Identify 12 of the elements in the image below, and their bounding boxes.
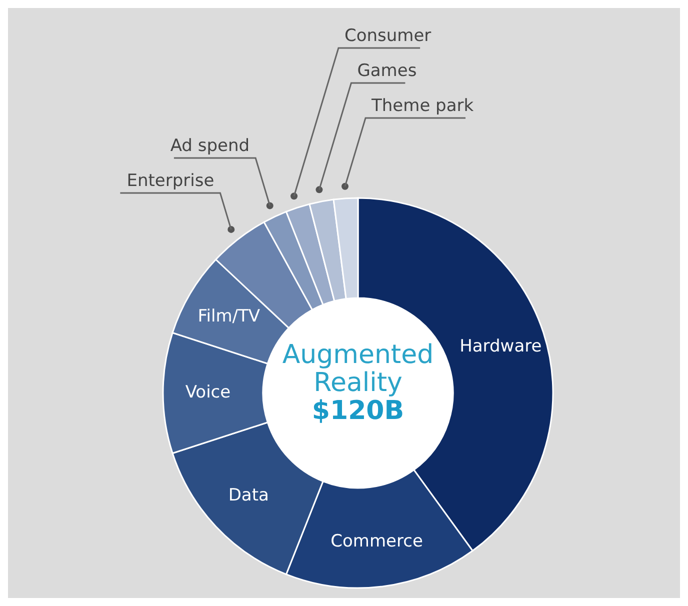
slice-label: Games	[357, 61, 417, 81]
slice-label: Film/TV	[198, 306, 260, 326]
slice-label: Hardware	[460, 336, 542, 356]
text: Augmented Reality	[282, 340, 434, 398]
slice-label: Enterprise	[126, 171, 214, 191]
text: $120B	[312, 396, 404, 426]
slice-label: Consumer	[344, 26, 432, 46]
slice-label: Theme park	[370, 96, 474, 116]
slice-label: Voice	[185, 382, 231, 403]
slice-label: Commerce	[330, 531, 423, 552]
slice-label: Ad spend	[170, 136, 250, 156]
slice-label: Data	[228, 485, 269, 506]
